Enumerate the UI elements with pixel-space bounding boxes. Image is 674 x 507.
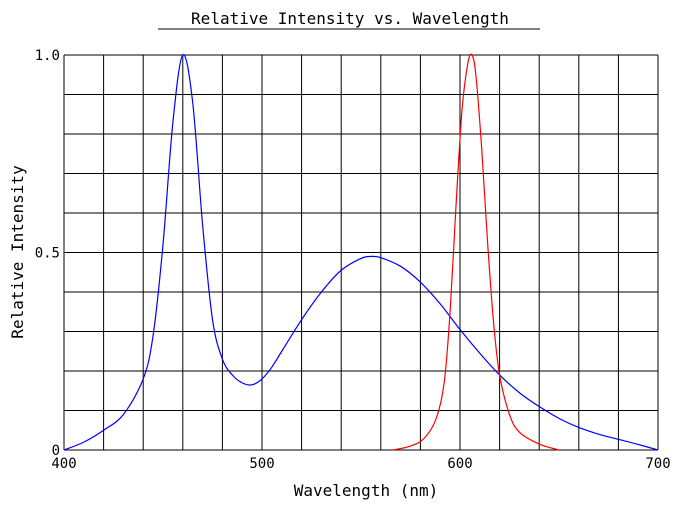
x-axis-label: Wavelength (nm) (294, 481, 439, 500)
y-axis-label: Relative Intensity (8, 165, 27, 339)
x-tick-label: 400 (51, 456, 76, 472)
grid (63, 54, 659, 451)
y-tick-label: 0 (52, 443, 60, 459)
series-layer (63, 53, 659, 451)
series-line-2 (392, 53, 560, 451)
chart-title: Relative Intensity vs. Wavelength (191, 9, 509, 28)
y-tick-label: 1.0 (35, 48, 60, 64)
series-line-1 (63, 54, 659, 451)
x-tick-label: 700 (645, 456, 670, 472)
y-tick-label: 0.5 (35, 246, 60, 262)
x-tick-label: 600 (447, 456, 472, 472)
x-tick-label: 500 (249, 456, 274, 472)
tick-labels: 400 500 600 700 0 0.5 1.0 (35, 48, 671, 472)
